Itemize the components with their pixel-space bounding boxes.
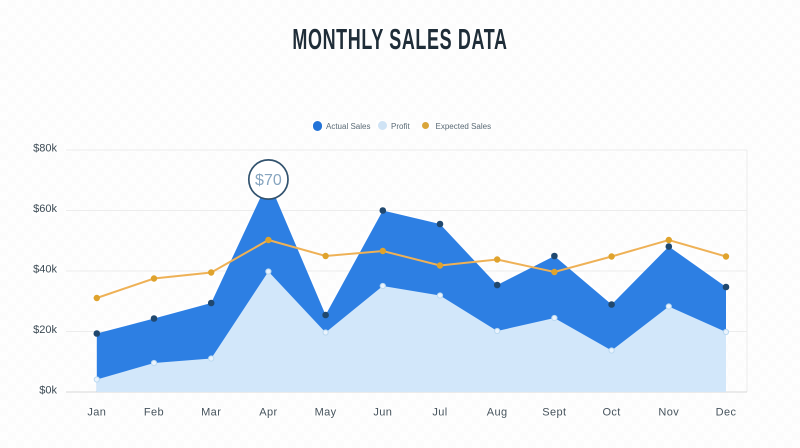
svg-text:Oct: Oct — [602, 407, 620, 419]
svg-text:May: May — [315, 407, 337, 419]
svg-text:Mar: Mar — [201, 407, 221, 419]
svg-text:Dec: Dec — [716, 407, 737, 419]
svg-text:$20k: $20k — [33, 324, 57, 336]
svg-text:$60k: $60k — [33, 203, 57, 215]
svg-text:Apr: Apr — [259, 407, 277, 419]
svg-text:Nov: Nov — [658, 407, 679, 419]
svg-text:$80k: $80k — [33, 143, 57, 155]
svg-text:Jul: Jul — [432, 407, 447, 419]
svg-text:$0k: $0k — [39, 385, 57, 397]
svg-text:Sept: Sept — [542, 407, 566, 419]
svg-text:Jun: Jun — [373, 407, 392, 419]
svg-text:Aug: Aug — [487, 407, 508, 419]
svg-text:Jan: Jan — [87, 407, 106, 419]
svg-text:Feb: Feb — [144, 407, 164, 419]
svg-text:$40k: $40k — [33, 264, 57, 276]
svg-text:$70: $70 — [255, 172, 282, 189]
